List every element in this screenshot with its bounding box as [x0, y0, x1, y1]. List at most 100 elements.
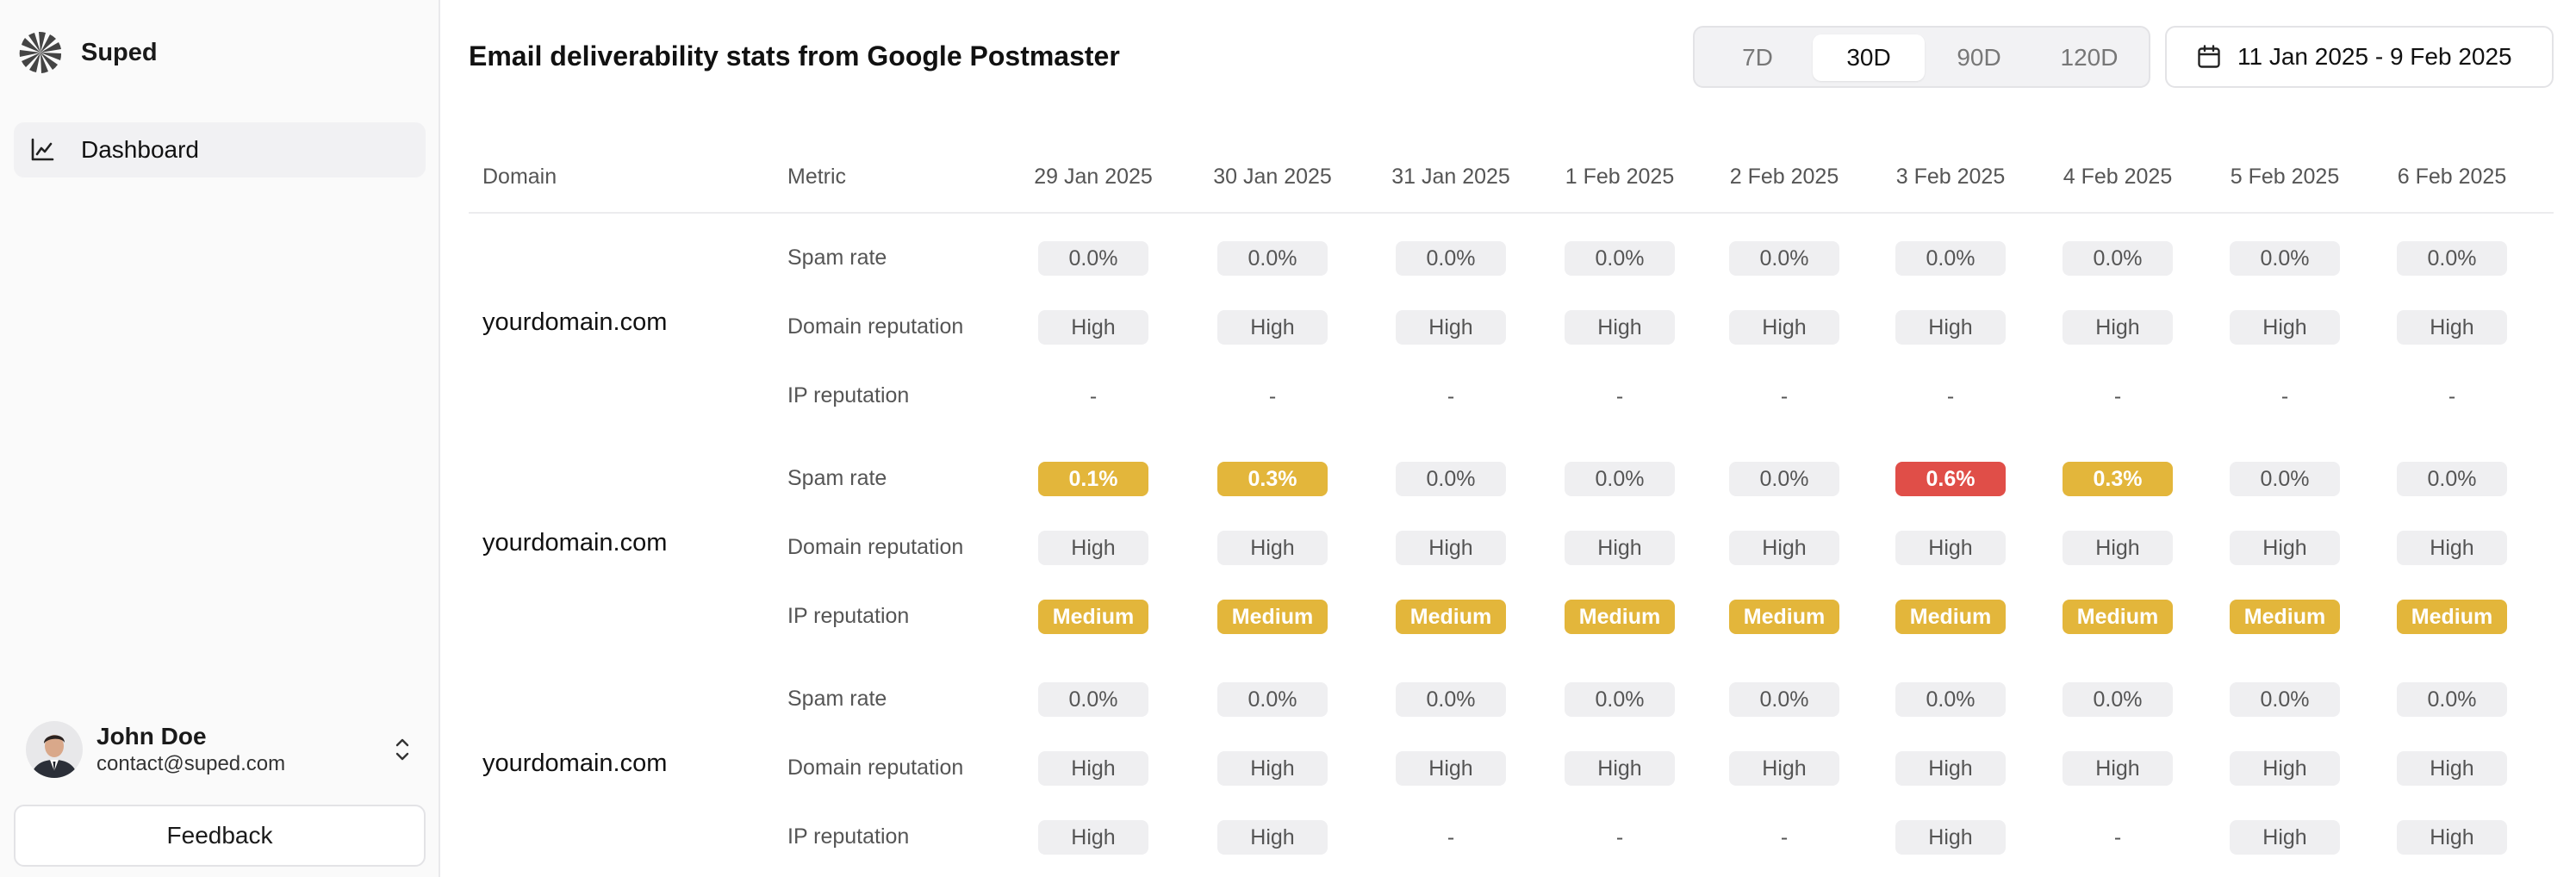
status-badge: High	[1565, 751, 1675, 786]
status-badge: Medium	[1565, 600, 1675, 634]
status-badge: High	[1729, 310, 1839, 345]
domain-cell: yourdomain.com	[482, 308, 668, 336]
column-header-date: 30 Jan 2025	[1213, 165, 1332, 189]
empty-value: -	[1615, 383, 1624, 408]
status-badge: 0.0%	[2230, 241, 2340, 276]
metric-cell: Spam rate	[787, 687, 887, 711]
status-badge: High	[1565, 531, 1675, 565]
range-7d-button[interactable]: 7D	[1742, 44, 1773, 71]
empty-value: -	[1447, 824, 1455, 849]
empty-value: -	[2280, 383, 2289, 408]
status-badge: 0.0%	[2230, 462, 2340, 496]
date-range-picker[interactable]: 11 Jan 2025 - 9 Feb 2025	[2165, 26, 2554, 88]
status-badge: High	[1895, 310, 2006, 345]
status-badge: 0.0%	[1565, 682, 1675, 717]
status-badge: 0.0%	[2397, 462, 2507, 496]
status-badge: 0.0%	[2063, 241, 2173, 276]
status-badge: High	[1217, 310, 1328, 345]
app-logo-icon	[19, 31, 62, 73]
status-badge: High	[1038, 751, 1148, 786]
status-badge: High	[1565, 310, 1675, 345]
status-badge: Medium	[1895, 600, 2006, 634]
metric-cell: Domain reputation	[787, 314, 964, 339]
status-badge: 0.0%	[2063, 682, 2173, 717]
status-badge: 0.0%	[2397, 682, 2507, 717]
empty-value: -	[1615, 824, 1624, 849]
status-badge: High	[1895, 751, 2006, 786]
sidebar-item-dashboard[interactable]: Dashboard	[14, 122, 426, 177]
column-header-date: 5 Feb 2025	[2230, 165, 2340, 189]
metric-cell: Domain reputation	[787, 756, 964, 780]
status-badge: High	[2230, 820, 2340, 855]
status-badge: 0.0%	[1396, 241, 1506, 276]
status-badge: High	[2230, 310, 2340, 345]
status-badge: 0.0%	[1217, 241, 1328, 276]
column-header-domain: Domain	[482, 165, 557, 189]
status-badge: 0.0%	[1729, 682, 1839, 717]
status-badge: 0.0%	[1217, 682, 1328, 717]
status-badge: High	[1217, 531, 1328, 565]
status-badge: 0.0%	[1038, 241, 1148, 276]
metric-cell: Domain reputation	[787, 535, 964, 559]
status-badge: High	[2063, 310, 2173, 345]
empty-value: -	[2113, 383, 2122, 408]
brand[interactable]: Suped	[17, 29, 158, 76]
status-badge: 0.3%	[2063, 462, 2173, 496]
metric-cell: Spam rate	[787, 466, 887, 490]
status-badge: High	[1729, 531, 1839, 565]
status-badge: Medium	[1038, 600, 1148, 634]
column-header-metric: Metric	[787, 165, 847, 189]
empty-value: -	[1268, 383, 1277, 408]
domain-cell: yourdomain.com	[482, 749, 668, 777]
status-badge: High	[1038, 310, 1148, 345]
status-badge: High	[1217, 820, 1328, 855]
chart-line-icon	[31, 138, 54, 161]
status-badge: High	[2397, 310, 2507, 345]
status-badge: 0.0%	[1729, 462, 1839, 496]
column-header-date: 6 Feb 2025	[2397, 165, 2507, 189]
user-menu[interactable]: John Doe contact@suped.com	[26, 715, 415, 784]
empty-value: -	[1447, 383, 1455, 408]
feedback-button[interactable]: Feedback	[14, 805, 426, 867]
user-email: contact@suped.com	[96, 752, 286, 775]
column-header-date: 1 Feb 2025	[1565, 165, 1675, 189]
status-badge: 0.6%	[1895, 462, 2006, 496]
status-badge: High	[2063, 531, 2173, 565]
status-badge: High	[1729, 751, 1839, 786]
range-30d-button[interactable]: 30D	[1813, 34, 1925, 81]
empty-value: -	[1780, 824, 1789, 849]
chevron-up-down-icon	[395, 738, 409, 761]
empty-value: -	[1780, 383, 1789, 408]
status-badge: High	[1895, 820, 2006, 855]
sidebar: Suped Dashboard John Doe contact@suped.c…	[0, 0, 440, 877]
range-120d-button[interactable]: 120D	[2060, 44, 2119, 71]
status-badge: High	[1038, 820, 1148, 855]
empty-value: -	[2113, 824, 2122, 849]
status-badge: Medium	[1729, 600, 1839, 634]
status-badge: High	[2063, 751, 2173, 786]
empty-value: -	[2448, 383, 2456, 408]
calendar-icon	[2198, 45, 2220, 68]
status-badge: 0.0%	[1895, 241, 2006, 276]
status-badge: 0.0%	[2397, 241, 2507, 276]
status-badge: 0.1%	[1038, 462, 1148, 496]
status-badge: 0.0%	[1565, 241, 1675, 276]
status-badge: High	[1396, 751, 1506, 786]
status-badge: Medium	[2397, 600, 2507, 634]
range-90d-button[interactable]: 90D	[1957, 44, 2001, 71]
metric-cell: IP reputation	[787, 824, 910, 849]
empty-value: -	[1946, 383, 1955, 408]
metric-cell: IP reputation	[787, 604, 910, 628]
domain-cell: yourdomain.com	[482, 529, 668, 557]
empty-value: -	[1089, 383, 1098, 408]
column-header-date: 31 Jan 2025	[1391, 165, 1510, 189]
status-badge: High	[2230, 751, 2340, 786]
status-badge: 0.0%	[1895, 682, 2006, 717]
status-badge: 0.3%	[1217, 462, 1328, 496]
status-badge: High	[1038, 531, 1148, 565]
table-header-divider	[469, 212, 2554, 214]
column-header-date: 3 Feb 2025	[1895, 165, 2006, 189]
metric-cell: Spam rate	[787, 246, 887, 270]
status-badge: 0.0%	[1038, 682, 1148, 717]
status-badge: High	[2230, 531, 2340, 565]
